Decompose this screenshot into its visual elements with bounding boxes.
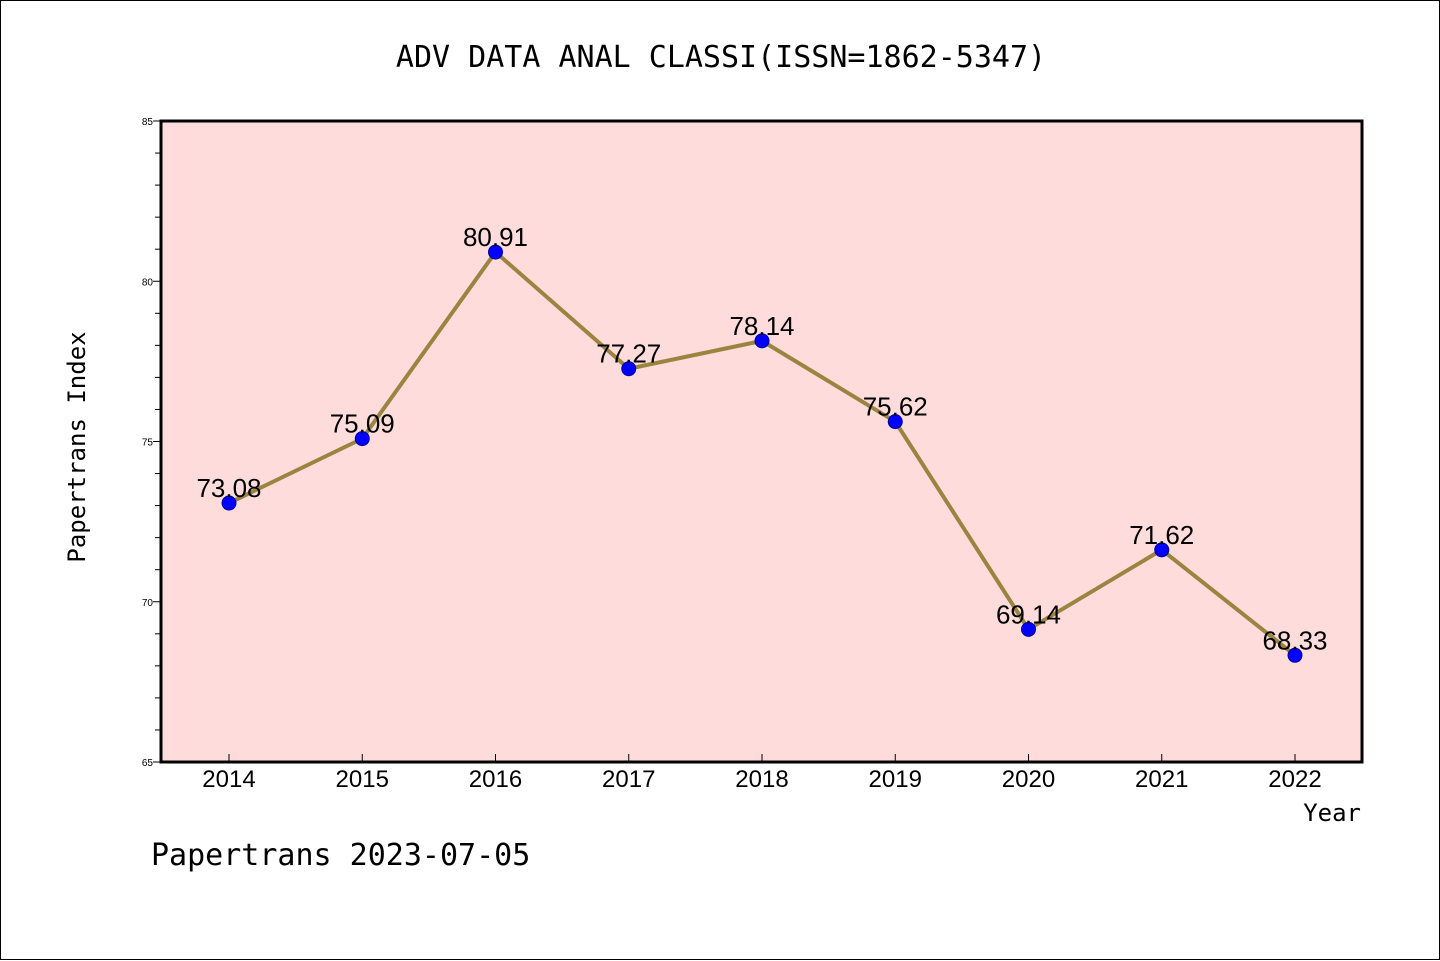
y-tick-label: 80: [142, 277, 154, 288]
y-tick-label: 85: [142, 117, 154, 128]
x-tick-label: 2014: [202, 766, 255, 793]
y-axis-label: Papertrans Index: [63, 331, 91, 562]
data-point: [1154, 542, 1170, 558]
data-label: 75.62: [863, 392, 928, 422]
data-point: [754, 333, 770, 349]
data-label: 78.14: [729, 311, 794, 341]
x-tick-label: 2020: [1002, 766, 1055, 793]
data-point: [221, 495, 237, 511]
x-tick-label: 2019: [869, 766, 922, 793]
data-point: [1287, 647, 1303, 663]
data-label: 69.14: [996, 599, 1061, 629]
data-point: [1021, 621, 1036, 637]
x-tick-label: 2021: [1135, 766, 1188, 793]
data-label: 71.62: [1129, 520, 1194, 550]
data-point: [621, 361, 637, 377]
x-axis: 2014 2015 2016 2017 2018 2019 2020 2021 2022: [202, 754, 1322, 793]
y-tick-label: 70: [142, 598, 154, 609]
data-point: [354, 431, 370, 447]
data-labels: 73.08 75.09 80.91 77.27 78.14 75.62 69.14 71.62…: [196, 222, 1327, 655]
y-tick-label: 65: [142, 758, 154, 769]
x-tick-label: 2016: [469, 766, 522, 793]
data-label: 77.27: [596, 339, 661, 369]
y-axis: 65 70 75 80 85: [142, 117, 161, 769]
chart-title: ADV DATA ANAL CLASSI(ISSN=1862-5347): [396, 40, 1046, 75]
x-axis-label: Year: [1303, 799, 1361, 827]
x-tick-label: 2018: [735, 766, 788, 793]
data-markers: [221, 244, 1303, 663]
x-tick-label: 2022: [1268, 766, 1321, 793]
footer-stamp: Papertrans 2023-07-05: [151, 838, 530, 873]
x-tick-label: 2015: [336, 766, 389, 793]
data-label: 73.08: [196, 473, 261, 503]
plot-area: [161, 121, 1362, 762]
y-tick-label: 75: [142, 438, 154, 449]
data-point: [488, 244, 503, 260]
data-label: 80.91: [463, 222, 528, 252]
data-label: 68.33: [1262, 625, 1327, 655]
plot-border: [159, 119, 1364, 764]
x-tick-label: 2017: [602, 766, 655, 793]
data-point: [887, 414, 903, 430]
data-label: 75.09: [330, 409, 395, 439]
